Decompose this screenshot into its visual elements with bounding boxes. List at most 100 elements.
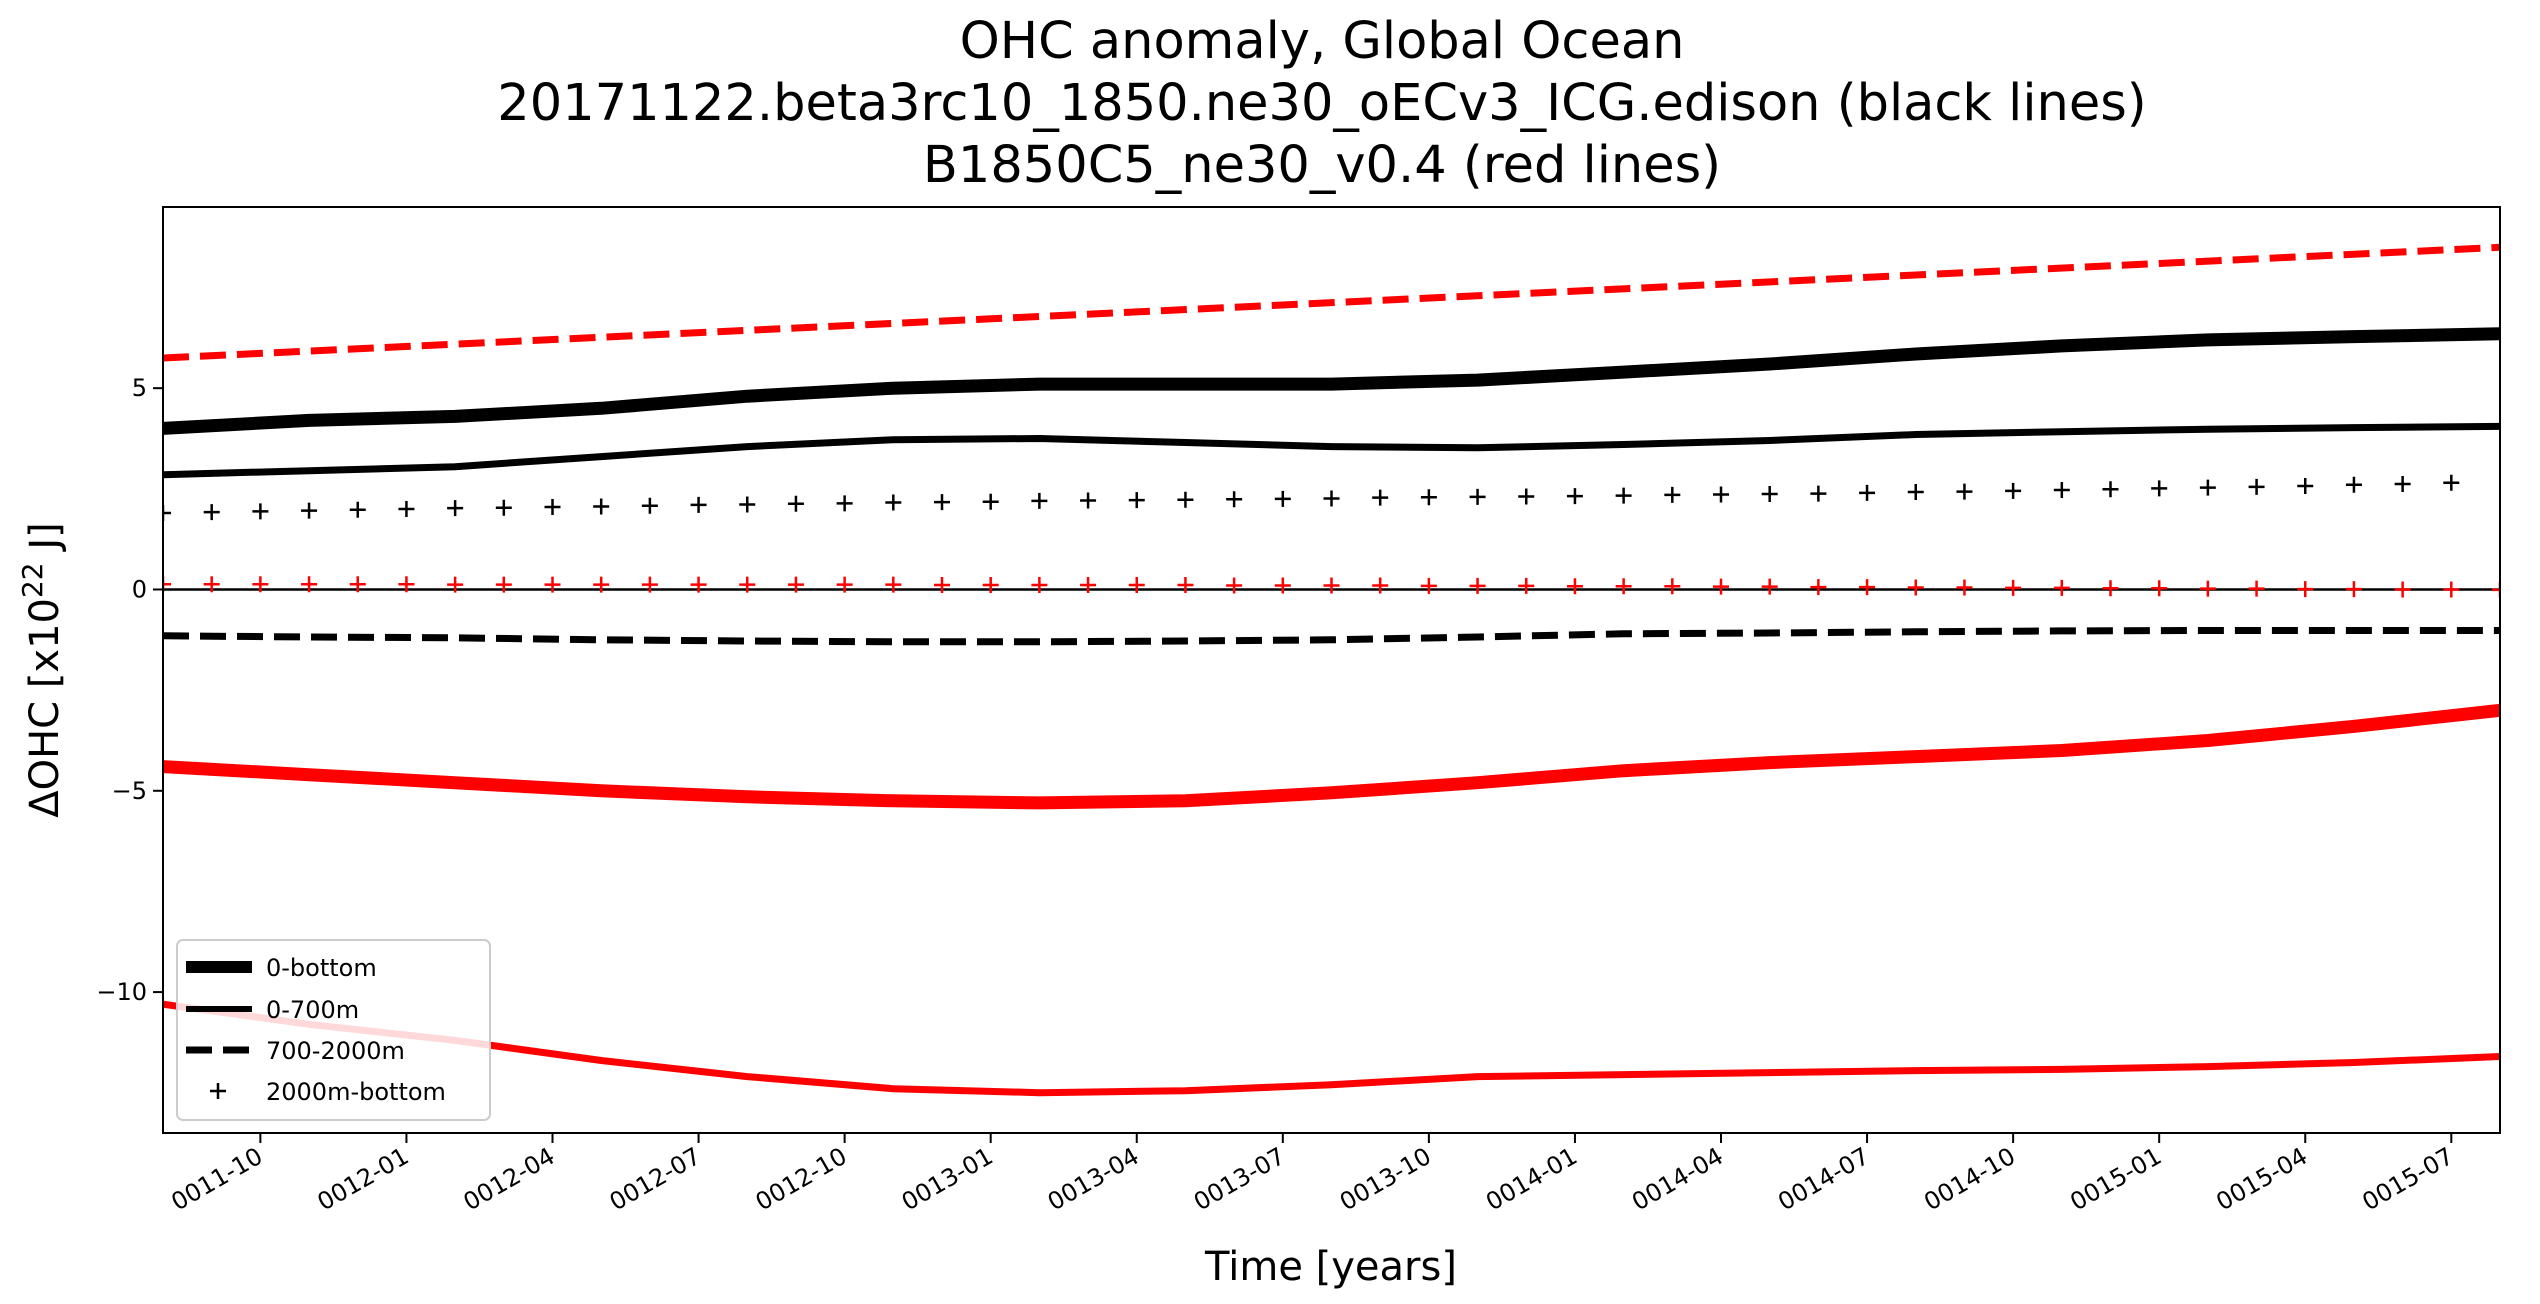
red-series-plus-point bbox=[2297, 581, 2314, 598]
y-tick-label: −5 bbox=[112, 777, 147, 805]
black-series-plus-point bbox=[1859, 484, 1876, 501]
legend-label-0-700m: 0-700m bbox=[266, 996, 359, 1024]
red-series-plus-point bbox=[203, 576, 220, 593]
red-series-plus-point bbox=[1274, 577, 1291, 594]
black-series-plus-point bbox=[398, 500, 415, 517]
y-axis-ticks: 5 0 −5 −10 bbox=[96, 374, 163, 1006]
black-series-plus-point bbox=[641, 497, 658, 514]
red-series-dashed bbox=[163, 243, 2500, 362]
black-series-plus-point bbox=[1761, 486, 1778, 503]
red-series-plus-point bbox=[1907, 579, 1924, 596]
y-axis-label: ΔOHC [x1022 J] bbox=[16, 522, 68, 818]
red-series-plus-point bbox=[1031, 577, 1048, 594]
red-series-plus-point bbox=[641, 576, 658, 593]
red-series-plus-point bbox=[2443, 581, 2460, 598]
black-series-plus-point bbox=[2005, 482, 2022, 499]
red-series-plus-point bbox=[2102, 580, 2119, 597]
red-series-plus-point bbox=[1518, 577, 1535, 594]
black-series-plus-point bbox=[1274, 490, 1291, 507]
black-series-plus-point bbox=[2297, 478, 2314, 495]
red-series-plus bbox=[163, 576, 2500, 598]
red-series-plus-point bbox=[787, 576, 804, 593]
red-series-plus-point bbox=[1226, 577, 1243, 594]
black-series-plus-point bbox=[982, 493, 999, 510]
y-tick-label: 0 bbox=[132, 575, 147, 603]
legend-label-2000m-bottom: 2000m-bottom bbox=[266, 1078, 446, 1106]
y-axis-label-prefix: ΔOHC [x10 bbox=[22, 598, 68, 818]
red-series-plus-point bbox=[593, 576, 610, 593]
black-series-plus-point bbox=[1907, 484, 1924, 501]
legend-label-0-bottom: 0-bottom bbox=[266, 954, 377, 982]
red-series-plus-point bbox=[1177, 577, 1194, 594]
black-series-thick bbox=[163, 327, 2500, 435]
legend-swatch-plus bbox=[210, 1083, 226, 1099]
red-series-plus-point bbox=[690, 576, 707, 593]
y-axis-label-superscript: 22 bbox=[16, 562, 49, 598]
red-series-plus-point bbox=[739, 576, 756, 593]
black-series-plus-point bbox=[1566, 488, 1583, 505]
chart-title-line-1: OHC anomaly, Global Ocean bbox=[960, 12, 1685, 71]
black-series-plus-point bbox=[2394, 475, 2411, 492]
black-series-plus-point bbox=[1372, 489, 1389, 506]
black-series-plus-point bbox=[1956, 483, 1973, 500]
black-series-plus-point bbox=[2345, 476, 2362, 493]
legend-label-700-2000m: 700-2000m bbox=[266, 1037, 405, 1065]
black-series-plus-point bbox=[1713, 486, 1729, 503]
black-series-plus-point bbox=[1323, 490, 1340, 507]
black-series-plus-point bbox=[301, 502, 318, 519]
black-series-plus-point bbox=[2248, 478, 2265, 495]
red-series-plus-point bbox=[2492, 581, 2500, 598]
black-series-plus-point bbox=[1518, 488, 1535, 505]
red-series-plus-point bbox=[544, 576, 561, 593]
black-series-plus-point bbox=[934, 494, 950, 511]
red-series-plus-point bbox=[2394, 581, 2411, 598]
red-series-plus-point bbox=[1566, 578, 1583, 595]
black-series-plus-point bbox=[739, 496, 756, 513]
red-series-plus-point bbox=[934, 577, 950, 594]
red-series-plus-point bbox=[349, 576, 366, 593]
black-series-plus-point bbox=[163, 504, 171, 521]
red-series-plus-point bbox=[1664, 578, 1681, 595]
black-series-plus-point bbox=[1031, 492, 1048, 509]
red-series-plus-point bbox=[447, 576, 464, 593]
black-series-plus-point bbox=[885, 494, 902, 511]
black-series-plus-point bbox=[2199, 479, 2216, 496]
red-series-plus-point bbox=[1810, 579, 1827, 596]
black-series-plus bbox=[163, 474, 2460, 521]
black-series-plus-point bbox=[2443, 474, 2460, 491]
red-series-plus-point bbox=[1323, 577, 1340, 594]
red-series-plus-point bbox=[495, 576, 512, 593]
red-series-plus-point bbox=[1859, 579, 1876, 596]
red-series-plus-point bbox=[1615, 578, 1632, 595]
black-series-plus-point bbox=[1469, 488, 1486, 505]
black-series-plus-point bbox=[1810, 485, 1827, 502]
black-series-plus-point bbox=[1615, 487, 1632, 504]
black-series-plus-point bbox=[1226, 491, 1243, 508]
black-series-solid bbox=[163, 422, 2500, 479]
red-series-plus-point bbox=[1713, 578, 1729, 595]
black-series-plus-point bbox=[1080, 492, 1097, 509]
x-axis-label: Time [years] bbox=[1204, 1244, 1457, 1290]
red-series-plus-point bbox=[1128, 577, 1145, 594]
red-series-plus-point bbox=[301, 576, 318, 593]
plot-area bbox=[163, 243, 2500, 1097]
legend-box bbox=[176, 939, 491, 1121]
red-series-plus-point bbox=[1372, 577, 1389, 594]
black-series-plus-point bbox=[2151, 480, 2168, 497]
red-series-plus-point bbox=[1469, 577, 1486, 594]
black-series-plus-point bbox=[1128, 492, 1145, 509]
black-series-dashed bbox=[163, 627, 2500, 646]
red-series-plus-point bbox=[2005, 579, 2022, 596]
black-series-plus-point bbox=[544, 498, 561, 515]
black-series-plus-point bbox=[495, 499, 512, 516]
red-series-plus-point bbox=[1761, 578, 1778, 595]
legend: 0-bottom 0-700m 700-2000m 2000m-bottom bbox=[176, 939, 491, 1121]
red-series-plus-point bbox=[885, 576, 902, 593]
y-axis-label-suffix: J] bbox=[22, 522, 68, 562]
red-series-plus-point bbox=[982, 577, 999, 594]
y-tick-label: −10 bbox=[96, 978, 147, 1006]
red-series-plus-point bbox=[398, 576, 415, 593]
black-series-plus-point bbox=[447, 500, 464, 517]
red-series-plus-point bbox=[2248, 580, 2265, 597]
